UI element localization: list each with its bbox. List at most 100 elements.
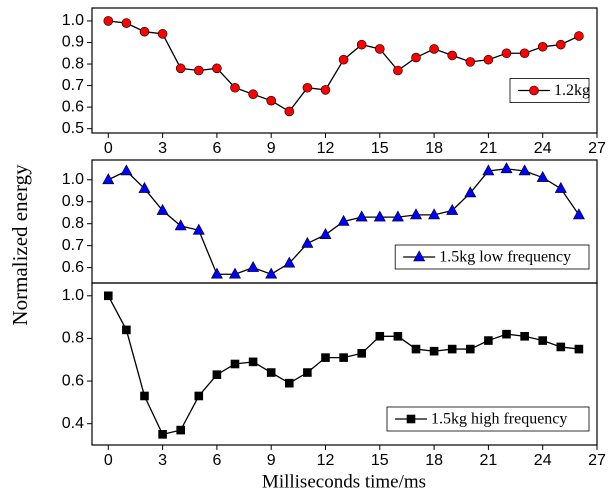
- x-tick-label: 21: [479, 452, 497, 469]
- y-tick-label: 1.0: [62, 171, 84, 188]
- x-tick-label: 9: [267, 452, 276, 469]
- marker: [357, 349, 366, 358]
- legend-marker: [529, 85, 539, 96]
- plot-frame: [91, 282, 598, 446]
- marker: [319, 228, 332, 239]
- marker: [140, 391, 149, 401]
- y-tick-label: 1.0: [62, 12, 84, 29]
- x-tick-label: 15: [371, 452, 389, 469]
- x-tick-label: 6: [212, 140, 221, 157]
- series: [102, 162, 585, 279]
- marker: [103, 16, 114, 26]
- x-tick-label: 24: [534, 140, 552, 157]
- legend-marker: [413, 250, 426, 262]
- marker: [501, 48, 512, 59]
- legend-label: 1.2kg: [554, 82, 590, 99]
- marker: [537, 41, 548, 52]
- x-tick-label: 18: [425, 452, 443, 469]
- marker: [284, 378, 294, 388]
- marker: [356, 39, 367, 50]
- x-tick-label: 6: [212, 452, 221, 469]
- marker: [447, 344, 457, 354]
- marker: [572, 208, 585, 220]
- marker: [120, 164, 133, 176]
- marker: [283, 256, 296, 268]
- marker: [519, 48, 530, 59]
- marker: [210, 267, 223, 279]
- marker: [228, 267, 242, 279]
- legend-label: 1.5kg high frequency: [431, 411, 567, 428]
- marker: [502, 329, 511, 339]
- series: [103, 16, 584, 117]
- x-tick-label: 27: [588, 452, 606, 469]
- legend-label: 1.5kg low frequency: [439, 249, 571, 266]
- marker: [409, 208, 423, 220]
- legend-marker: [406, 414, 416, 424]
- y-tick-label: 0.6: [62, 98, 84, 115]
- marker: [303, 368, 312, 377]
- marker: [192, 223, 205, 235]
- marker: [484, 336, 493, 345]
- marker: [157, 29, 168, 39]
- marker: [156, 203, 169, 215]
- y-tick-label: 0.6: [62, 259, 84, 276]
- marker: [446, 203, 459, 215]
- marker: [465, 57, 476, 67]
- marker: [265, 267, 278, 279]
- marker: [174, 219, 187, 231]
- y-tick-label: 0.6: [62, 372, 84, 389]
- marker: [411, 52, 421, 63]
- marker: [102, 173, 115, 185]
- marker: [373, 210, 386, 222]
- marker: [176, 425, 185, 435]
- marker: [556, 342, 566, 352]
- marker: [138, 181, 151, 193]
- marker: [248, 89, 258, 100]
- marker: [429, 346, 439, 356]
- series: [103, 291, 584, 439]
- y-tick-label: 0.8: [62, 55, 84, 72]
- marker: [428, 208, 441, 220]
- marker: [175, 63, 186, 74]
- marker: [337, 214, 350, 226]
- marker: [320, 85, 331, 95]
- marker: [538, 336, 547, 345]
- marker: [355, 210, 368, 222]
- marker: [122, 325, 131, 335]
- y-tick-label: 0.4: [62, 415, 84, 432]
- marker: [248, 357, 258, 367]
- marker: [500, 162, 513, 174]
- marker: [465, 344, 475, 354]
- y-tick-label: 1.0: [62, 287, 84, 304]
- x-tick-label: 0: [104, 140, 113, 157]
- y-tick-label: 0.7: [62, 77, 84, 94]
- marker: [518, 164, 531, 176]
- marker: [464, 186, 477, 198]
- x-tick-label: 27: [588, 140, 606, 157]
- marker: [393, 65, 403, 76]
- marker: [482, 164, 495, 176]
- y-tick-label: 0.8: [62, 215, 84, 232]
- marker: [158, 430, 167, 439]
- marker: [574, 344, 584, 354]
- marker: [230, 359, 240, 369]
- marker: [321, 353, 330, 362]
- marker: [194, 391, 204, 401]
- x-tick-label: 12: [317, 140, 335, 157]
- x-tick-label: 0: [104, 452, 113, 469]
- marker: [555, 39, 566, 50]
- marker: [338, 54, 349, 65]
- marker: [230, 82, 240, 93]
- x-tick-label: 21: [479, 140, 497, 157]
- marker: [536, 170, 549, 182]
- marker: [429, 44, 439, 54]
- x-tick-label: 18: [425, 140, 443, 157]
- marker: [393, 331, 403, 341]
- y-axis-label: Normalized energy: [8, 164, 32, 326]
- plot-frame: [91, 7, 598, 134]
- x-tick-label: 12: [317, 452, 335, 469]
- marker: [447, 50, 457, 61]
- x-tick-label: 3: [158, 140, 167, 157]
